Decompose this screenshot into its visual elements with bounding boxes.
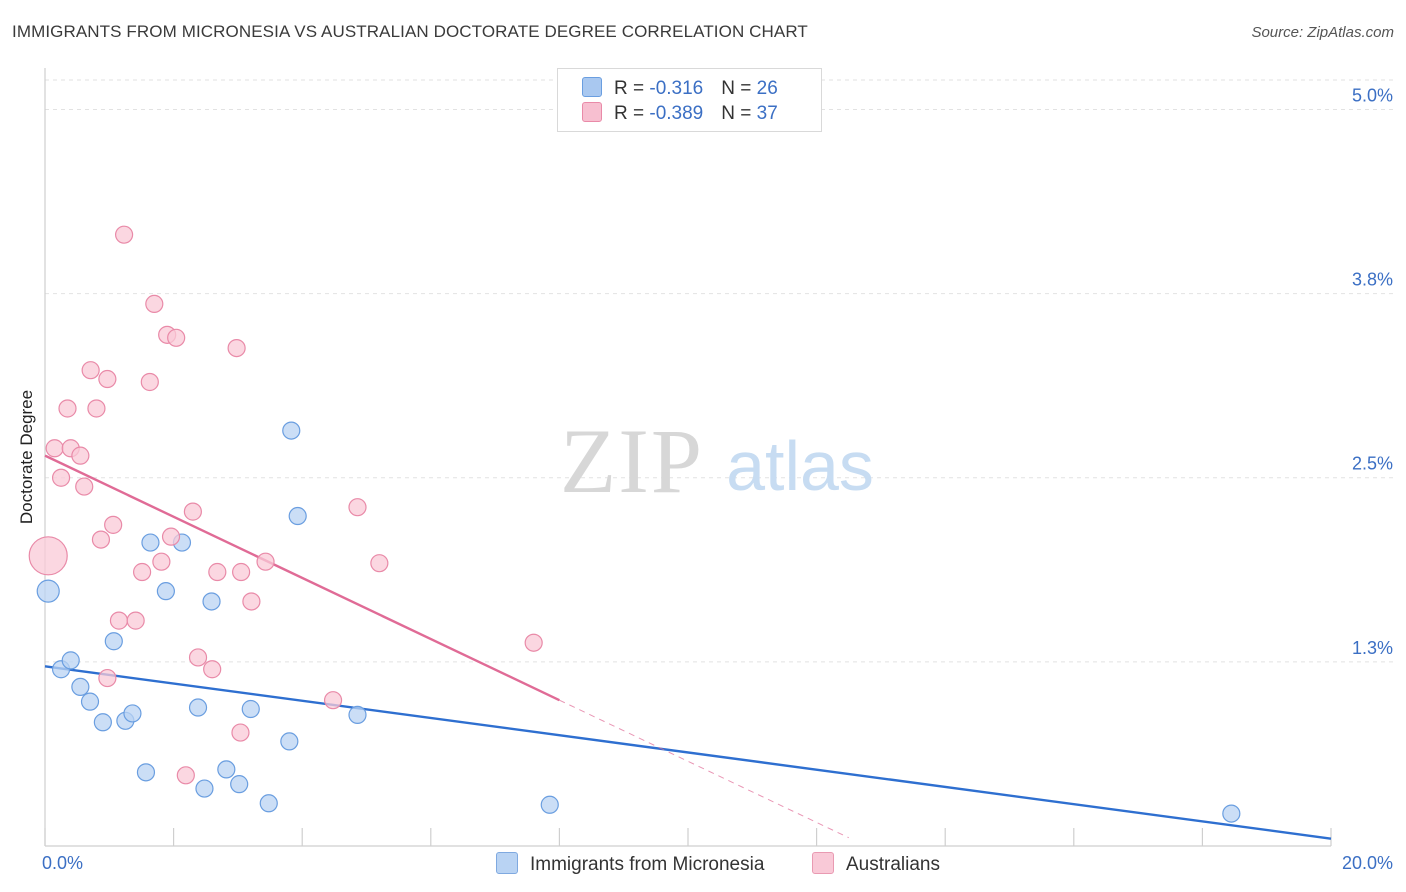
trend-lines	[44, 454, 1332, 840]
australians-point	[183, 502, 202, 521]
watermark: ZIP atlas	[560, 410, 874, 512]
australians-point	[126, 611, 145, 630]
y-tick-label: 5.0%	[1352, 85, 1393, 105]
legend-r-label: R =	[614, 78, 650, 99]
y-tick-label: 2.5%	[1352, 454, 1393, 474]
australians-point	[208, 562, 227, 582]
legend-n-label: N =	[721, 78, 757, 99]
trend-extension-australians	[559, 699, 849, 839]
micronesia-point	[93, 713, 112, 732]
legend-label: Immigrants from Micronesia	[530, 854, 765, 875]
australians-point	[104, 515, 123, 534]
australians-point	[370, 554, 389, 573]
australians-point	[323, 691, 343, 710]
y-axis-label: Doctorate Degree	[17, 389, 36, 525]
micronesia-point	[230, 775, 249, 794]
legend-swatch-australians	[582, 102, 602, 122]
micronesia-point	[217, 760, 236, 779]
micronesia-point	[202, 592, 221, 611]
australians-point	[145, 294, 164, 314]
legend-n-value: 37	[756, 103, 778, 124]
data-points	[28, 225, 1241, 823]
axes	[44, 68, 1332, 847]
australians-point	[140, 372, 159, 392]
micronesia-point	[241, 699, 260, 719]
australians-point	[152, 552, 171, 571]
x-tick-label: 0.0%	[42, 853, 83, 873]
legend-swatch-micronesia	[496, 852, 518, 874]
australians-point	[227, 339, 246, 358]
micronesia-point	[540, 795, 559, 814]
y-tick-label: 1.3%	[1352, 638, 1393, 658]
australians-point	[176, 766, 195, 785]
australians-point	[75, 477, 94, 496]
legend-row-australians: R = -0.389 N = 37	[582, 102, 778, 126]
trend-line-micronesia	[44, 665, 1332, 840]
legend-item-micronesia: Immigrants from Micronesia	[496, 852, 764, 876]
micronesia-point	[141, 533, 160, 552]
legend-swatch-micronesia	[582, 77, 602, 97]
micronesia-point	[156, 582, 175, 601]
micronesia-point	[282, 421, 301, 440]
australians-point	[81, 361, 100, 380]
micronesia-point	[80, 692, 100, 711]
watermark-zip: ZIP	[560, 410, 704, 512]
australians-point	[51, 468, 71, 487]
trend-line-australians	[44, 454, 560, 702]
watermark-atlas: atlas	[726, 427, 874, 505]
micronesia-point	[288, 506, 307, 526]
micronesia-point	[61, 651, 80, 670]
micronesia-point	[136, 763, 156, 782]
australians-point	[242, 592, 261, 611]
legend-label: Australians	[846, 854, 940, 875]
australians-point	[45, 439, 64, 458]
source-credit: Source: ZipAtlas.com	[1251, 24, 1394, 41]
australians-point	[71, 446, 90, 465]
australians-point	[98, 668, 117, 688]
australians-point	[203, 660, 222, 679]
micronesia-point	[71, 677, 90, 697]
legend-item-australians: Australians	[812, 852, 940, 876]
micronesia-point	[104, 632, 123, 651]
micronesia-point	[195, 779, 214, 798]
micronesia-point	[348, 705, 367, 724]
y-tick-label: 3.8%	[1352, 270, 1393, 290]
micronesia-point	[280, 732, 299, 751]
australians-point	[231, 723, 250, 742]
micronesia-point	[1222, 804, 1241, 823]
australians-point	[161, 527, 181, 546]
australians-point	[524, 633, 543, 652]
legend-n-label: N =	[721, 103, 757, 124]
legend-r-value: -0.389	[649, 103, 704, 124]
micronesia-point	[123, 704, 142, 723]
australians-point	[87, 399, 106, 418]
australians-point	[256, 552, 275, 571]
australians-point	[188, 648, 208, 667]
legend-r-value: -0.316	[649, 78, 704, 99]
australians-point	[232, 562, 251, 582]
x-tick-label: 20.0%	[1342, 853, 1393, 873]
australians-point	[28, 536, 68, 576]
legend-n-value: 26	[756, 78, 778, 99]
australians-point	[91, 530, 111, 549]
correlation-legend: R = -0.316 N = 26 R = -0.389 N = 37	[557, 68, 822, 132]
australians-point	[167, 328, 186, 347]
micronesia-point	[259, 794, 278, 813]
australians-point	[98, 369, 117, 389]
australians-point	[114, 225, 134, 244]
australians-point	[58, 399, 77, 418]
tick-labels: 1.3% 2.5% 3.8% 5.0% 0.0% 20.0%	[42, 85, 1393, 873]
chart-title: IMMIGRANTS FROM MICRONESIA VS AUSTRALIAN…	[12, 22, 808, 41]
legend-swatch-australians	[812, 852, 834, 874]
micronesia-point	[36, 579, 60, 603]
micronesia-point	[188, 698, 208, 717]
australians-point	[348, 498, 367, 517]
legend-row-micronesia: R = -0.316 N = 26	[582, 77, 778, 101]
legend-r-label: R =	[614, 103, 650, 124]
australians-point	[109, 611, 129, 630]
australians-point	[132, 562, 152, 582]
